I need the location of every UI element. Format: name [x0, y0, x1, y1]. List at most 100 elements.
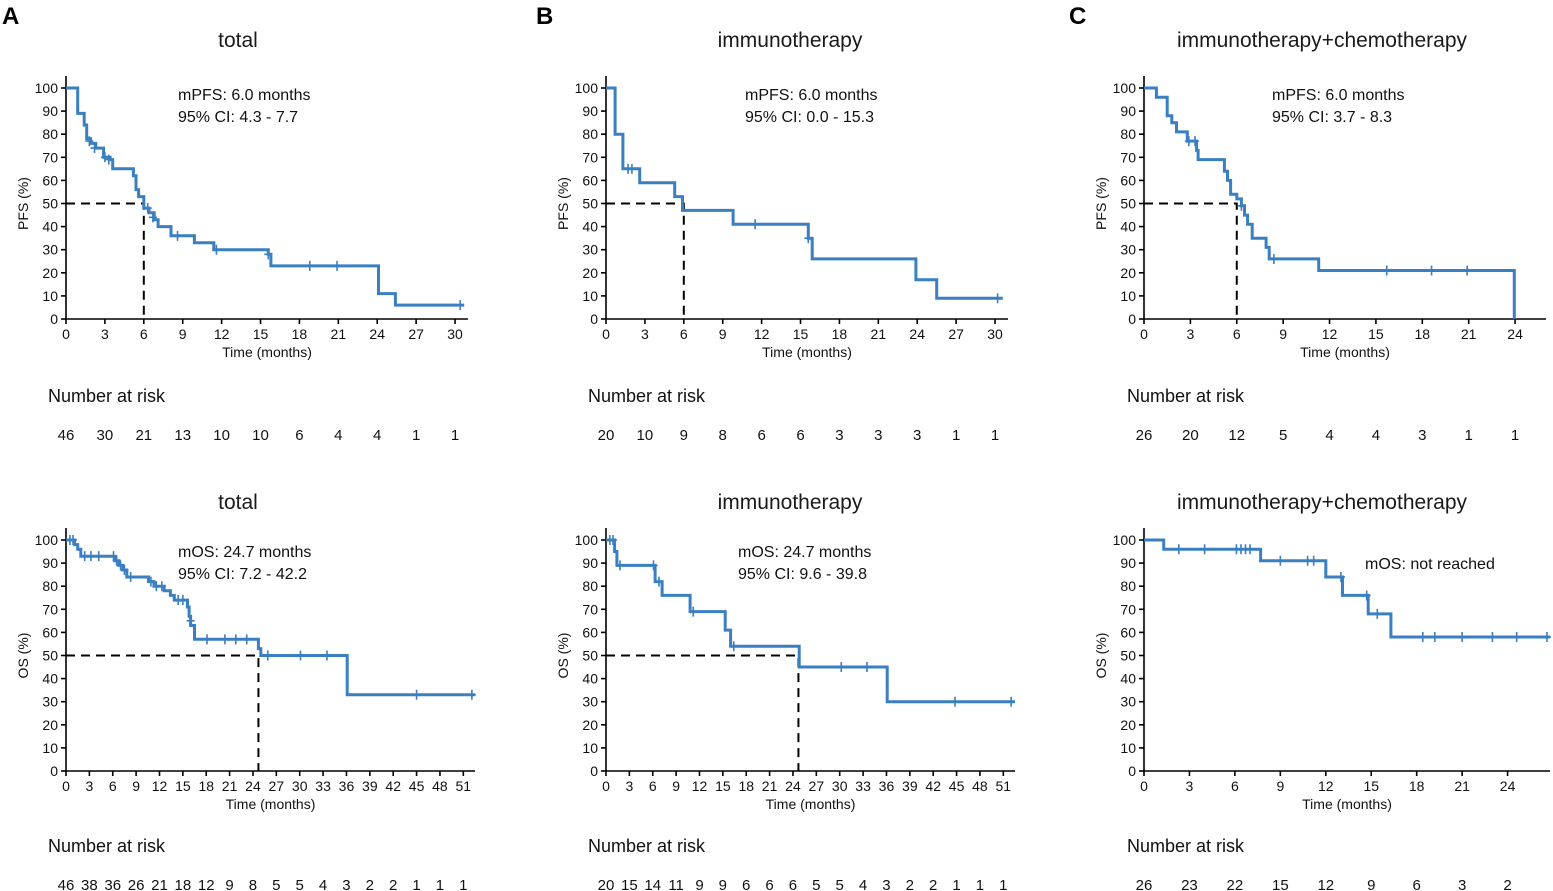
risk-value: 21 — [151, 877, 168, 891]
y-tick-label: 30 — [582, 242, 598, 258]
censor-mark — [1200, 544, 1209, 555]
y-axis-label: PFS (%) — [15, 177, 31, 230]
x-tick-label: 18 — [198, 778, 214, 794]
risk-value: 3 — [913, 427, 921, 444]
risk-value: 6 — [796, 427, 804, 444]
y-tick-label: 90 — [582, 103, 598, 119]
risk-value: 21 — [135, 427, 152, 444]
risk-value: 1 — [412, 427, 420, 444]
x-tick-label: 15 — [1368, 326, 1384, 342]
risk-value: 3 — [882, 877, 890, 891]
risk-value: 9 — [719, 877, 727, 891]
x-axis-label: Time (months) — [226, 796, 316, 812]
censor-mark — [120, 565, 129, 576]
censor-mark — [689, 606, 698, 617]
censor-mark — [220, 634, 229, 645]
y-tick-label: 50 — [42, 648, 58, 664]
x-tick-label: 9 — [719, 326, 727, 342]
risk-value: 2 — [389, 877, 397, 891]
y-tick-label: 10 — [42, 740, 58, 756]
risk-value: 2 — [906, 877, 914, 891]
y-tick-label: 100 — [1113, 80, 1137, 96]
x-tick-label: 6 — [680, 326, 688, 342]
censor-mark — [1276, 555, 1285, 566]
x-tick-label: 30 — [292, 778, 308, 794]
censor-mark — [862, 662, 871, 673]
censor-mark — [993, 293, 1002, 304]
risk-value: 10 — [213, 427, 230, 444]
risk-value: 15 — [1272, 877, 1289, 891]
risk-table-heading: Number at risk — [588, 386, 706, 406]
y-tick-label: 60 — [1120, 172, 1136, 188]
censor-mark — [1458, 632, 1467, 643]
x-tick-label: 30 — [832, 778, 848, 794]
risk-value: 2 — [1503, 877, 1511, 891]
x-tick-label: 18 — [1409, 778, 1425, 794]
x-tick-label: 15 — [793, 326, 809, 342]
risk-value: 10 — [637, 427, 654, 444]
x-tick-label: 0 — [602, 326, 610, 342]
risk-value: 1 — [436, 877, 444, 891]
censor-mark — [1418, 632, 1427, 643]
y-tick-label: 70 — [42, 149, 58, 165]
survival-curve — [1144, 538, 1550, 639]
x-tick-label: 3 — [1186, 326, 1194, 342]
censor-mark — [1488, 632, 1497, 643]
survival-curve — [606, 86, 1003, 300]
risk-value: 6 — [742, 877, 750, 891]
censor-mark — [242, 634, 251, 645]
y-tick-label: 50 — [42, 196, 58, 212]
y-tick-label: 100 — [35, 80, 59, 96]
risk-value: 5 — [296, 877, 304, 891]
censor-mark — [1430, 632, 1439, 643]
x-tick-label: 24 — [1500, 778, 1516, 794]
x-axis-label: Time (months) — [766, 796, 856, 812]
risk-value: 23 — [1181, 877, 1198, 891]
stat-annotation: 95% CI: 4.3 - 7.7 — [178, 109, 298, 126]
censor-mark — [305, 260, 314, 271]
survival-curve — [1144, 86, 1516, 319]
risk-value: 20 — [598, 427, 615, 444]
chart-title: immunotherapy — [718, 29, 863, 52]
stat-annotation: 95% CI: 0.0 - 15.3 — [745, 109, 874, 126]
censor-mark — [86, 551, 95, 562]
risk-table-heading: Number at risk — [1127, 836, 1245, 856]
censor-mark — [186, 615, 195, 626]
x-tick-label: 0 — [62, 326, 70, 342]
panel-label-c: C — [1069, 3, 1086, 30]
censor-mark — [69, 535, 78, 545]
censor-mark — [143, 203, 152, 214]
stat-annotation: 95% CI: 3.7 - 8.3 — [1272, 109, 1392, 126]
x-tick-label: 27 — [408, 326, 424, 342]
stat-annotation: mOS: not reached — [1365, 556, 1495, 573]
censor-mark — [627, 163, 636, 174]
risk-value: 3 — [1418, 427, 1426, 444]
censor-mark — [296, 650, 305, 661]
risk-value: 12 — [1317, 877, 1334, 891]
censor-mark — [148, 212, 157, 223]
y-tick-label: 60 — [42, 624, 58, 640]
censor-mark — [1191, 136, 1200, 147]
censor-mark — [729, 641, 738, 652]
y-tick-label: 80 — [582, 578, 598, 594]
y-tick-label: 40 — [582, 219, 598, 235]
y-tick-label: 80 — [582, 126, 598, 142]
censor-mark — [1269, 253, 1278, 264]
censor-mark — [1427, 265, 1436, 276]
y-tick-label: 50 — [582, 648, 598, 664]
y-tick-label: 70 — [42, 601, 58, 617]
x-tick-label: 15 — [1363, 778, 1379, 794]
risk-value: 6 — [789, 877, 797, 891]
stat-annotation: mOS: 24.7 months — [738, 544, 871, 561]
x-tick-label: 18 — [292, 326, 308, 342]
x-tick-label: 15 — [175, 778, 191, 794]
censor-mark — [1309, 555, 1318, 566]
censor-mark — [1246, 544, 1255, 555]
y-tick-label: 40 — [42, 219, 58, 235]
y-tick-label: 100 — [35, 532, 59, 548]
censor-mark — [1512, 632, 1521, 643]
chart-title: immunotherapy+chemotherapy — [1177, 491, 1468, 514]
censor-mark — [100, 152, 109, 163]
censor-mark — [173, 230, 182, 241]
x-tick-label: 36 — [339, 778, 355, 794]
